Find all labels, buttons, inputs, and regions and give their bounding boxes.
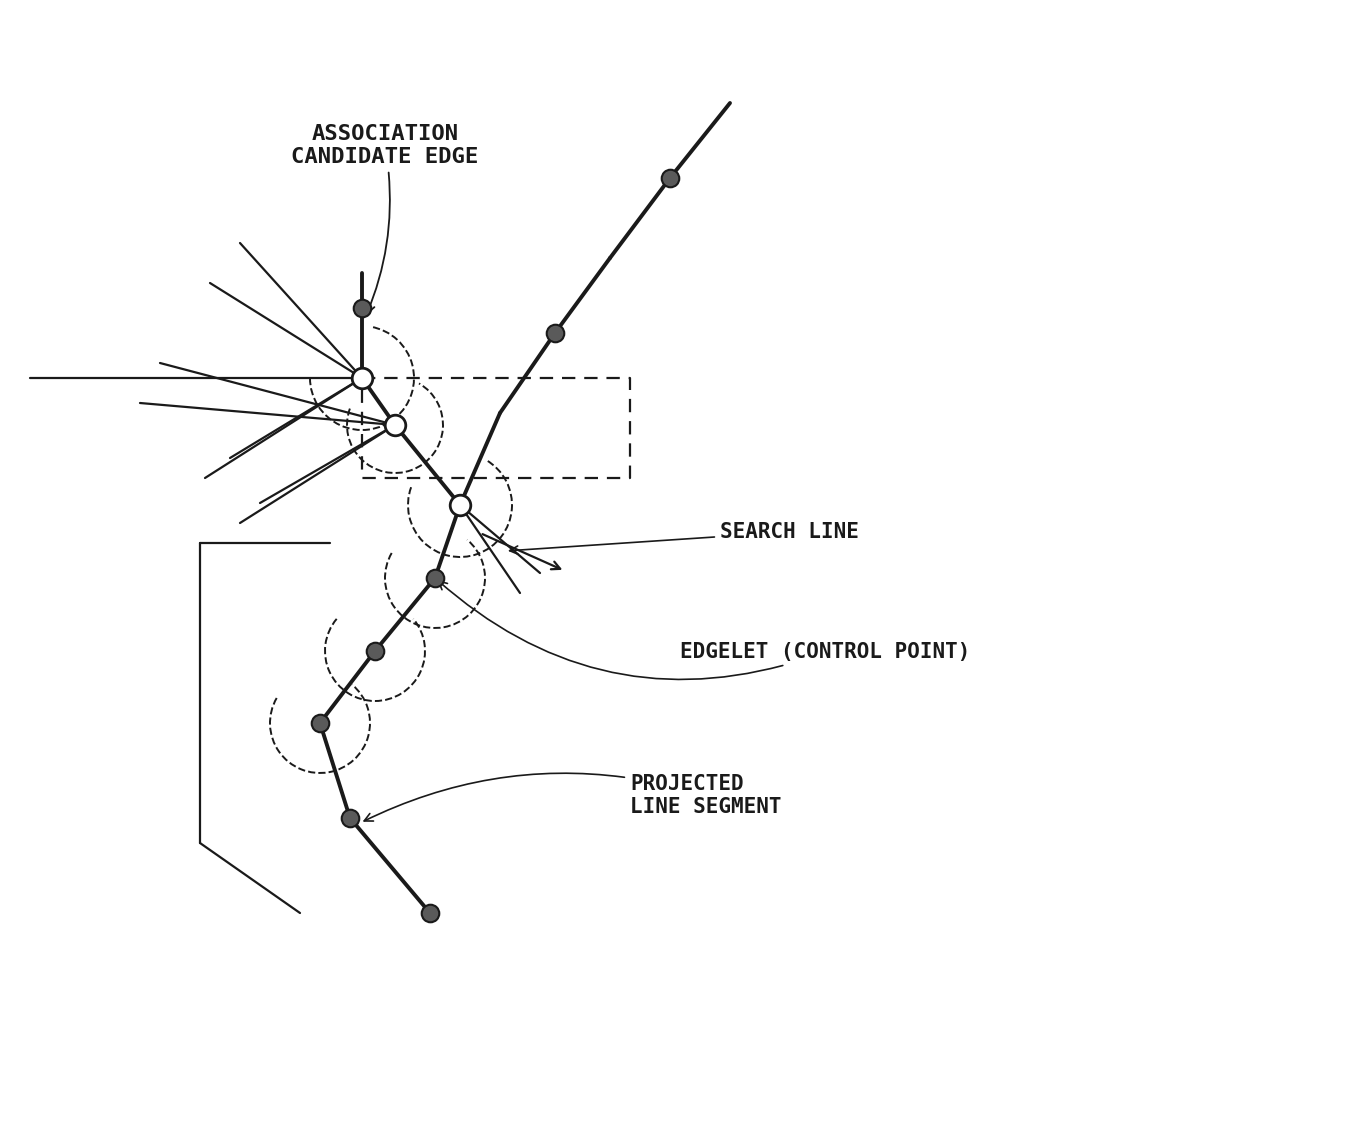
Point [424,569,446,587]
Point [364,642,386,660]
Text: EDGELET (CONTROL POINT): EDGELET (CONTROL POINT) [439,581,970,679]
Point [339,809,361,827]
Point [351,369,373,387]
Point [384,416,406,433]
Point [449,496,471,514]
Point [309,714,331,732]
Point [659,170,681,188]
Text: SEARCH LINE: SEARCH LINE [509,522,859,555]
Text: PROJECTED
LINE SEGMENT: PROJECTED LINE SEGMENT [364,774,782,821]
Point [418,904,440,922]
Text: ASSOCIATION
CANDIDATE EDGE: ASSOCIATION CANDIDATE EDGE [291,124,479,313]
Point [545,325,567,343]
Point [449,496,471,514]
Point [351,299,373,317]
